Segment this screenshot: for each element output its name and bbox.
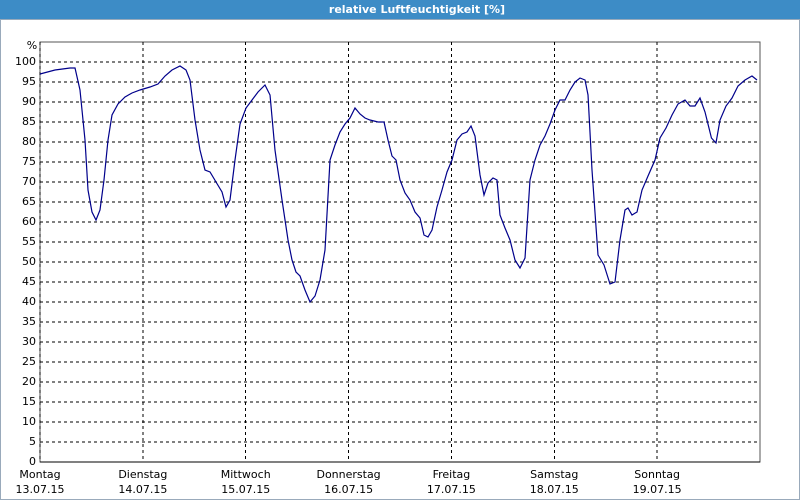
x-tick-date: 13.07.15 xyxy=(16,483,65,496)
x-tick-date: 16.07.15 xyxy=(324,483,373,496)
y-tick-label: 65 xyxy=(22,195,36,208)
x-tick-date: 14.07.15 xyxy=(118,483,167,496)
y-tick-label: 20 xyxy=(22,375,36,388)
x-tick-label: Freitag xyxy=(433,468,471,481)
y-tick-label: 25 xyxy=(22,355,36,368)
chart-title: relative Luftfeuchtigkeit [%] xyxy=(329,3,505,16)
data-line xyxy=(39,65,758,304)
y-tick-label: 45 xyxy=(22,275,36,288)
x-tick-label: Mittwoch xyxy=(221,468,271,481)
y-tick-label: 60 xyxy=(22,215,36,228)
y-tick-label: 50 xyxy=(22,255,36,268)
y-tick-label: 40 xyxy=(22,295,36,308)
x-tick-date: 18.07.15 xyxy=(530,483,579,496)
y-tick-label: 0 xyxy=(29,455,36,468)
x-tick-label: Donnerstag xyxy=(316,468,380,481)
x-tick-label: Samstag xyxy=(530,468,578,481)
y-tick-label: 10 xyxy=(22,415,36,428)
y-unit: % xyxy=(27,39,37,52)
x-tick-label: Sonntag xyxy=(634,468,680,481)
y-tick-label: 70 xyxy=(22,175,36,188)
y-tick-label: 75 xyxy=(22,155,36,168)
y-tick-label: 85 xyxy=(22,115,36,128)
x-tick-date: 15.07.15 xyxy=(221,483,270,496)
y-tick-label: 55 xyxy=(22,235,36,248)
y-tick-label: 80 xyxy=(22,135,36,148)
y-tick-label: 100 xyxy=(15,55,36,68)
y-tick-label: 15 xyxy=(22,395,36,408)
y-tick-label: 95 xyxy=(22,75,36,88)
y-tick-label: 90 xyxy=(22,95,36,108)
x-tick-date: 17.07.15 xyxy=(427,483,476,496)
plot-area xyxy=(39,41,761,463)
x-tick-date: 19.07.15 xyxy=(633,483,682,496)
x-tick-label: Montag xyxy=(19,468,60,481)
y-tick-label: 30 xyxy=(22,335,36,348)
y-tick-label: 35 xyxy=(22,315,36,328)
y-tick-label: 5 xyxy=(29,435,36,448)
x-tick-label: Dienstag xyxy=(118,468,167,481)
title-bar xyxy=(0,0,800,19)
